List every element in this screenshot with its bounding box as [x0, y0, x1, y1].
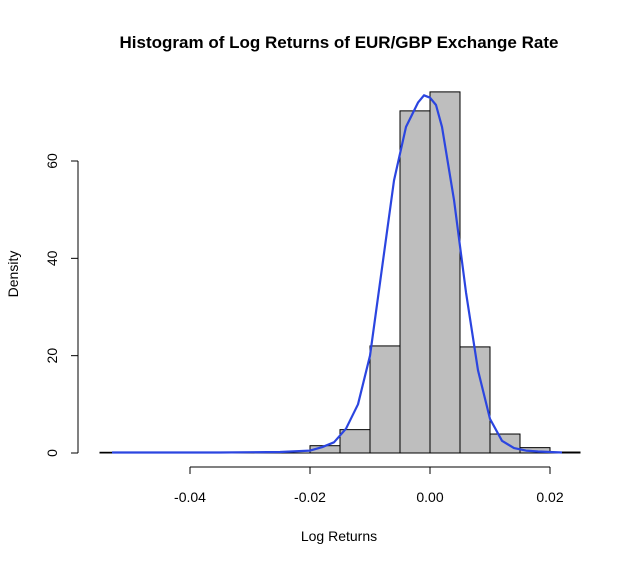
chart-title: Histogram of Log Returns of EUR/GBP Exch… — [120, 33, 559, 52]
x-tick-label: -0.02 — [294, 489, 326, 505]
x-tick-label: 0.02 — [536, 489, 563, 505]
y-axis: 0 20 40 60 — [44, 153, 79, 457]
density-curve — [112, 94, 563, 454]
x-axis: -0.04 -0.02 0.00 0.02 — [174, 466, 564, 505]
y-tick-label: 60 — [44, 153, 60, 169]
x-tick-label: 0.00 — [416, 489, 443, 505]
x-axis-label: Log Returns — [301, 528, 377, 544]
y-tick-label: 0 — [44, 449, 60, 457]
y-axis-label: Density — [5, 251, 21, 298]
histogram-bar-10 — [399, 110, 431, 454]
y-tick-label: 20 — [44, 348, 60, 364]
histogram-bar-8 — [339, 429, 371, 454]
histogram-bar-11 — [429, 91, 461, 454]
y-tick-label: 40 — [44, 250, 60, 266]
histogram-bars — [99, 91, 581, 454]
density-curve-group — [112, 94, 563, 454]
histogram-bar-9 — [369, 345, 401, 454]
x-tick-label: -0.04 — [174, 489, 206, 505]
